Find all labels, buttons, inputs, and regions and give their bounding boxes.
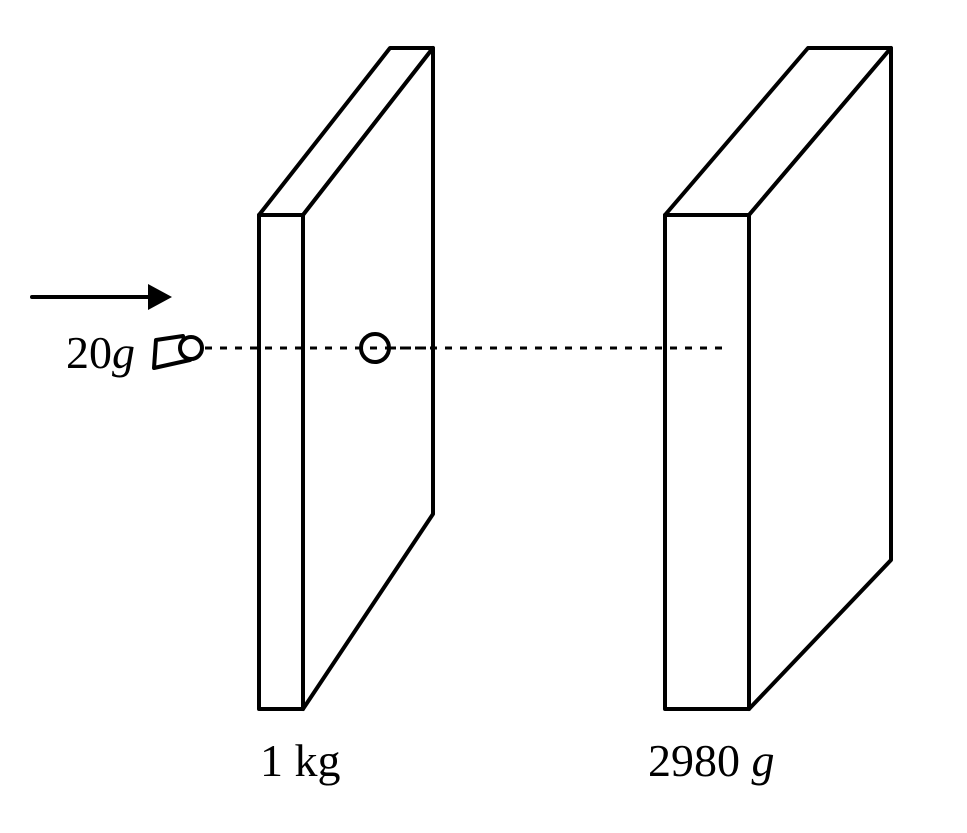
block-1kg-mass-unit: kg [295, 735, 341, 786]
block-2980g-front-face [663, 213, 751, 711]
block-2980g-mass-unit: g [752, 735, 775, 786]
velocity-arrow [30, 284, 172, 310]
block-1kg-mass-label: 1 kg [260, 735, 341, 786]
block-1kg-front-face [257, 213, 305, 711]
block-1kg [257, 46, 435, 711]
block-1kg-mass-value: 1 [260, 735, 283, 786]
block-2980g-mass-label: 2980 g [648, 735, 775, 786]
bullet-mass-unit: g [112, 327, 135, 378]
bullet [152, 334, 204, 370]
bullet-mass-value: 20 [66, 327, 112, 378]
block-2980g-mass-value: 2980 [648, 735, 740, 786]
block-2980g [663, 46, 893, 711]
bullet-mass-label: 20g [66, 327, 135, 378]
